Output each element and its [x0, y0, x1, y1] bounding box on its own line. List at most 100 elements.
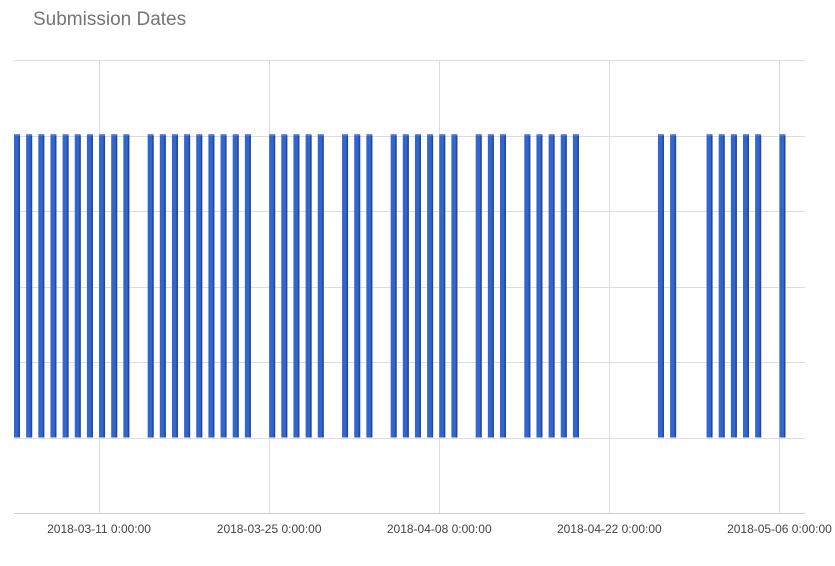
bar-side	[115, 135, 118, 438]
bar-top	[74, 134, 81, 136]
bar	[390, 134, 397, 438]
bar-side	[577, 135, 579, 438]
bar	[730, 134, 737, 438]
bar-top	[475, 134, 482, 136]
bar-side	[103, 135, 106, 438]
bar-side	[322, 135, 324, 438]
bar	[305, 134, 312, 438]
bar-face	[706, 135, 713, 438]
bar	[171, 134, 178, 438]
bar-face	[281, 135, 288, 438]
bar	[670, 134, 677, 438]
bar-face	[111, 135, 118, 438]
bar	[62, 134, 69, 438]
bar-face	[269, 135, 276, 438]
bar-side	[783, 135, 786, 438]
bar-face	[26, 135, 33, 438]
bar-top	[342, 134, 349, 136]
bar	[342, 134, 349, 438]
bar	[99, 134, 106, 438]
bar-face	[232, 135, 239, 438]
bar-side	[79, 135, 81, 438]
bar-face	[99, 135, 106, 438]
bar-side	[723, 135, 725, 438]
bar	[427, 134, 434, 438]
bar-face	[500, 135, 506, 438]
bar	[475, 134, 482, 438]
bar	[487, 134, 494, 438]
bar-face	[439, 135, 446, 438]
bar-top	[402, 134, 409, 136]
bar-face	[366, 135, 373, 438]
bar-face	[487, 135, 494, 438]
bar-side	[176, 135, 178, 438]
bar-side	[212, 135, 215, 438]
bar-side	[225, 135, 227, 438]
bar	[38, 134, 45, 438]
bar-face	[402, 135, 409, 438]
bar-face	[62, 135, 69, 438]
bar	[572, 134, 579, 438]
bar-top	[14, 134, 20, 136]
gridlines	[14, 60, 805, 514]
bar-side	[504, 135, 506, 438]
bar-top	[244, 134, 251, 136]
bar-face	[123, 135, 130, 438]
bar-side	[127, 135, 130, 438]
bar-top	[196, 134, 203, 136]
bar	[74, 134, 81, 438]
bar-face	[159, 135, 166, 438]
bar	[244, 134, 251, 438]
bar	[111, 134, 118, 438]
bar	[755, 134, 762, 438]
bar-side	[565, 135, 567, 438]
bar	[281, 134, 288, 438]
bar-face	[74, 135, 81, 438]
bar-top	[572, 134, 579, 136]
bar-top	[414, 134, 421, 136]
bar-face	[427, 135, 434, 438]
bar	[548, 134, 555, 438]
bar-face	[305, 135, 312, 438]
x-axis-ticks: 2018-03-11 0:00:00 2018-03-25 0:00:00 2018…	[47, 522, 832, 536]
bar	[743, 134, 749, 438]
bar-face	[220, 135, 227, 438]
bar-side	[662, 135, 664, 438]
bar	[524, 134, 531, 438]
bar-side	[431, 135, 434, 438]
bar-face	[293, 135, 300, 438]
bar-top	[743, 134, 749, 136]
bar-top	[755, 134, 762, 136]
bar-face	[354, 135, 361, 438]
bar-side	[528, 135, 531, 438]
bar-side	[297, 135, 300, 438]
bar-side	[553, 135, 555, 438]
bar-face	[779, 135, 786, 438]
bar	[14, 134, 20, 438]
bar-side	[310, 135, 312, 438]
bar	[451, 134, 458, 438]
bar-side	[152, 135, 154, 438]
bar-top	[670, 134, 677, 136]
bar	[293, 134, 300, 438]
bar	[402, 134, 409, 438]
bar	[208, 134, 215, 438]
bar-top	[111, 134, 118, 136]
bar-top	[50, 134, 57, 136]
bar-face	[171, 135, 178, 438]
bar-side	[67, 135, 69, 438]
bar-top	[38, 134, 45, 136]
bar-top	[171, 134, 178, 136]
bar	[86, 134, 93, 438]
bar-side	[200, 135, 203, 438]
bars	[14, 134, 786, 438]
bar-top	[305, 134, 312, 136]
bar-face	[548, 135, 555, 438]
bar-top	[500, 134, 506, 136]
bar-top	[184, 134, 191, 136]
bar	[414, 134, 421, 438]
bar	[354, 134, 361, 438]
bar-face	[572, 135, 579, 438]
bar-side	[188, 135, 191, 438]
